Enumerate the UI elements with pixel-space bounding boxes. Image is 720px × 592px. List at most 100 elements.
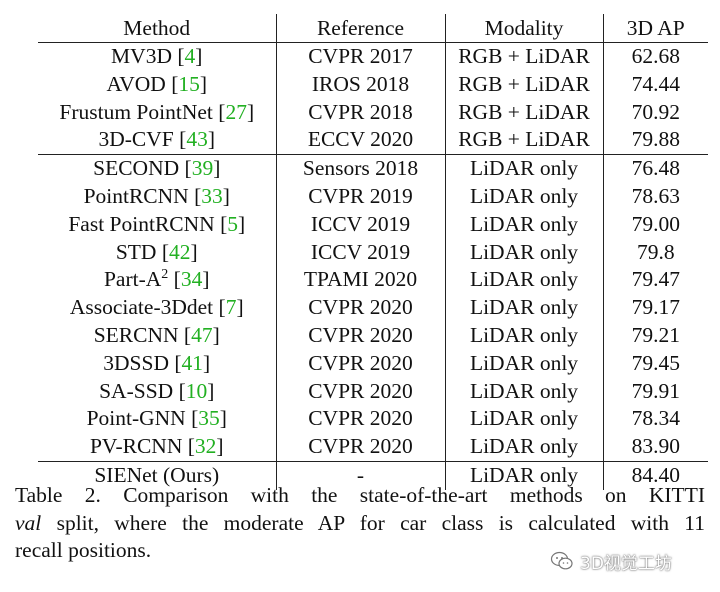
modality-cell: LiDAR only: [444, 210, 603, 239]
reference-cell: ECCV 2020: [275, 126, 445, 155]
table-row: 3D-CVF [43] ECCV 2020 RGB + LiDAR 79.88: [38, 126, 708, 155]
table-row: SIENet (Ours) - LiDAR only 84.40: [38, 460, 708, 490]
table-row: SECOND [39] Sensors 2018 LiDAR only 76.48: [38, 154, 708, 183]
method-name: SIENet (Ours): [94, 462, 220, 487]
citation-link[interactable]: 33: [201, 183, 223, 208]
method-name: MV3D: [111, 44, 172, 68]
ap-cell: 76.48: [602, 154, 708, 183]
method-cell: SECOND [39]: [38, 154, 276, 183]
modality-cell: LiDAR only: [444, 154, 603, 183]
ap-cell: 78.34: [602, 405, 708, 434]
method-name: STD: [115, 239, 157, 264]
method-cell: Point-GNN [35]: [86, 406, 227, 431]
modality-cell: RGB + LiDAR: [444, 70, 603, 99]
citation-link[interactable]: 15: [178, 71, 200, 96]
modality-cell: LiDAR only: [444, 377, 603, 406]
citation-link[interactable]: 10: [185, 378, 208, 403]
header-modality: Modality: [444, 14, 603, 43]
reference-cell: ICCV 2019: [275, 210, 445, 239]
method-name: Frustum PointNet: [59, 99, 213, 124]
method-name: Fast PointRCNN: [68, 211, 215, 236]
modality-cell: LiDAR only: [444, 182, 603, 211]
citation-link[interactable]: 27: [225, 99, 247, 124]
header-3d-ap: 3D AP: [602, 14, 708, 43]
table-row: Associate-3Ddet [7] CVPR 2020 LiDAR only 79…: [38, 294, 708, 322]
ap-cell: 79.00: [602, 210, 708, 239]
ap-cell: 70.92: [602, 98, 708, 127]
modality-cell: LiDAR only: [444, 238, 603, 267]
method-cell: Associate-3Ddet [7]: [69, 295, 244, 320]
reference-cell: CVPR 2018: [275, 98, 445, 127]
method-name: Associate-3Ddet: [69, 295, 214, 320]
method-cell: 3DSSD [41]: [103, 350, 211, 375]
ap-cell: 79.88: [602, 126, 708, 155]
caption-val-italic: val: [15, 510, 42, 535]
citation-link[interactable]: 34: [180, 267, 203, 292]
table-row: Frustum PointNet [27] CVPR 2018 RGB + LiDA…: [38, 98, 708, 127]
method-name: SERCNN: [93, 322, 179, 347]
reference-cell: ICCV 2019: [275, 238, 445, 267]
reference-cell: CVPR 2020: [275, 377, 445, 406]
table-row: MV3D [4] CVPR 2017 RGB + LiDAR 62.68: [38, 42, 708, 71]
table-body: MV3D [4] CVPR 2017 RGB + LiDAR 62.68 AVOD [1…: [38, 42, 708, 490]
method-name: SECOND: [93, 156, 180, 181]
header-method: Method: [38, 14, 276, 43]
ap-cell: 62.68: [602, 42, 708, 71]
modality-cell: LiDAR only: [444, 349, 603, 378]
reference-cell: CVPR 2020: [275, 321, 445, 350]
table-row: AVOD [15] IROS 2018 RGB + LiDAR 74.44: [38, 70, 708, 99]
table-row: Fast PointRCNN [5] ICCV 2019 LiDAR only 79.…: [38, 210, 708, 239]
ap-cell: 79.91: [602, 377, 708, 406]
method-cell: MV3D [4]: [111, 44, 203, 68]
citation-link[interactable]: 35: [198, 406, 220, 431]
method-name: Point-GNN: [86, 406, 186, 431]
ap-cell: 83.90: [602, 433, 708, 462]
citation-link[interactable]: 47: [191, 322, 213, 347]
method-cell: Frustum PointNet [27]: [59, 99, 255, 124]
method-cell: PointRCNN [33]: [83, 183, 230, 208]
citation-link[interactable]: 7: [225, 295, 237, 320]
ap-cell: 79.47: [602, 266, 708, 295]
modality-cell: LiDAR only: [444, 460, 603, 490]
table-caption: Table 2. Comparison with the state-of-th…: [15, 482, 705, 565]
reference-cell: CVPR 2020: [275, 405, 445, 434]
citation-link[interactable]: 39: [191, 156, 214, 181]
table-row: PV-RCNN [32] CVPR 2020 LiDAR only 83.90: [38, 433, 708, 462]
watermark-text: 3D视觉工坊: [580, 553, 672, 574]
method-cell: SERCNN [47]: [93, 322, 220, 347]
table-row: STD [42] ICCV 2019 LiDAR only 79.8: [38, 238, 708, 267]
method-cell: Part-A2 [34]: [103, 267, 210, 292]
caption-line-1: Table 2. Comparison with the state-of-th…: [15, 483, 705, 507]
table-row: Point-GNN [35] CVPR 2020 LiDAR only 78.34: [38, 405, 708, 434]
method-cell: STD [42]: [115, 239, 198, 264]
ap-cell: 78.63: [602, 182, 708, 211]
caption-line-3: recall positions.: [15, 538, 152, 562]
reference-cell: CVPR 2020: [275, 294, 445, 322]
reference-cell: CVPR 2019: [275, 182, 445, 211]
method-name: SA-SSD: [99, 378, 174, 403]
citation-link[interactable]: 5: [227, 211, 238, 236]
modality-cell: LiDAR only: [444, 294, 603, 322]
method-superscript: 2: [161, 267, 169, 283]
header-reference: Reference: [275, 14, 445, 43]
ap-cell: 79.21: [602, 321, 708, 350]
citation-link[interactable]: 42: [169, 239, 191, 264]
modality-cell: RGB + LiDAR: [444, 98, 603, 127]
reference-cell: CVPR 2020: [275, 433, 445, 462]
ap-cell: 74.44: [602, 70, 708, 99]
results-table: Method Reference Modality 3D AP MV3D [4]…: [38, 14, 708, 490]
modality-cell: LiDAR only: [444, 266, 603, 295]
citation-link[interactable]: 43: [186, 127, 208, 152]
citation-link[interactable]: 4: [184, 44, 196, 68]
method-cell: AVOD [15]: [106, 71, 208, 96]
method-cell: 3D-CVF [43]: [98, 127, 215, 152]
reference-cell: Sensors 2018: [275, 154, 445, 183]
method-name: PV-RCNN: [89, 434, 183, 459]
method-name: 3D-CVF: [98, 127, 174, 152]
citation-link[interactable]: 32: [194, 434, 217, 459]
modality-cell: LiDAR only: [444, 433, 603, 462]
modality-cell: RGB + LiDAR: [444, 42, 603, 71]
reference-cell: -: [275, 460, 445, 490]
citation-link[interactable]: 41: [181, 350, 204, 375]
method-cell: PV-RCNN [32]: [89, 434, 224, 459]
